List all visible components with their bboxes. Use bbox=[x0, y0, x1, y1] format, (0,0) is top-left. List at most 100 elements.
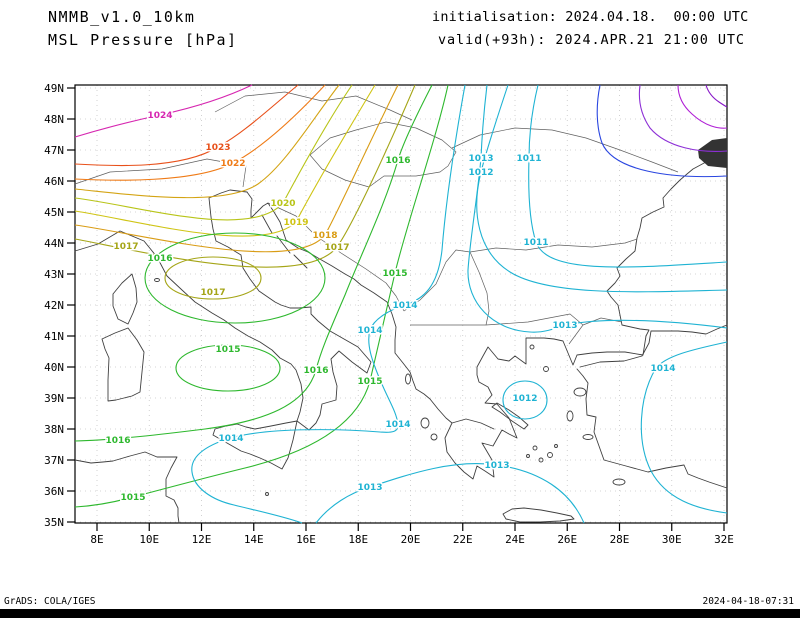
island-limnos bbox=[543, 366, 549, 372]
svg-text:10E: 10E bbox=[139, 533, 159, 546]
dnieper-estuary bbox=[698, 138, 727, 168]
svg-text:1016: 1016 bbox=[385, 156, 410, 166]
svg-text:1024: 1024 bbox=[147, 111, 172, 121]
island-sardinia bbox=[101, 327, 145, 402]
islands bbox=[101, 214, 626, 523]
svg-text:26E: 26E bbox=[557, 533, 577, 546]
svg-text:20E: 20E bbox=[401, 533, 421, 546]
svg-text:39N: 39N bbox=[44, 392, 64, 405]
isobar-labels: 1024 1023 1022 1020 1019 1018 1017 1017 1016 1016… bbox=[104, 110, 677, 505]
svg-text:1017: 1017 bbox=[324, 243, 349, 253]
svg-text:47N: 47N bbox=[44, 144, 64, 157]
coastline-italy bbox=[74, 189, 372, 431]
border-central-europe bbox=[214, 91, 413, 121]
svg-text:32E: 32E bbox=[714, 533, 734, 546]
border-danube bbox=[469, 238, 638, 253]
svg-text:1016: 1016 bbox=[147, 254, 172, 264]
svg-text:14E: 14E bbox=[244, 533, 264, 546]
island-elba bbox=[154, 278, 160, 282]
island-corsica bbox=[112, 273, 138, 325]
svg-text:8E: 8E bbox=[90, 533, 103, 546]
creation-timestamp: 2024-04-18-07:31 bbox=[702, 596, 794, 607]
bottom-black-bar bbox=[0, 609, 800, 618]
coastline-balkans-blacksea bbox=[246, 161, 723, 480]
svg-text:1014: 1014 bbox=[392, 301, 417, 311]
svg-text:1013: 1013 bbox=[468, 154, 493, 164]
isobar-contours bbox=[74, 84, 728, 524]
island-lesbos bbox=[573, 387, 587, 397]
axis-labels: 49N 48N 47N 46N 45N 44N 43N 42N 41N 40N 39N 38N 37N 3… bbox=[44, 82, 734, 546]
svg-text:1013: 1013 bbox=[484, 461, 509, 471]
svg-text:1015: 1015 bbox=[215, 345, 240, 355]
svg-text:42N: 42N bbox=[44, 299, 64, 312]
svg-text:1014: 1014 bbox=[650, 364, 675, 374]
svg-text:22E: 22E bbox=[453, 533, 473, 546]
gulf-of-corinth bbox=[451, 418, 495, 430]
svg-text:1020: 1020 bbox=[270, 199, 295, 209]
island-rhodes bbox=[612, 478, 626, 486]
svg-text:1012: 1012 bbox=[512, 394, 537, 404]
svg-text:18E: 18E bbox=[348, 533, 368, 546]
svg-text:36N: 36N bbox=[44, 485, 64, 498]
island-ikaria bbox=[554, 444, 558, 448]
island-milos bbox=[526, 454, 530, 458]
svg-text:1013: 1013 bbox=[357, 483, 382, 493]
svg-text:49N: 49N bbox=[44, 82, 64, 95]
border-north-balkans bbox=[410, 313, 623, 345]
border-alps bbox=[74, 158, 247, 188]
svg-text:1012: 1012 bbox=[468, 168, 493, 178]
svg-text:35N: 35N bbox=[44, 516, 64, 529]
svg-text:1016: 1016 bbox=[105, 436, 130, 446]
svg-text:1013: 1013 bbox=[552, 321, 577, 331]
coastlines bbox=[74, 161, 728, 524]
svg-text:1014: 1014 bbox=[218, 434, 243, 444]
island-andros bbox=[532, 445, 538, 451]
island-crete bbox=[502, 507, 575, 523]
svg-text:24E: 24E bbox=[505, 533, 525, 546]
svg-text:1015: 1015 bbox=[382, 269, 407, 279]
svg-text:1017: 1017 bbox=[200, 288, 225, 298]
svg-text:1016: 1016 bbox=[303, 366, 328, 376]
svg-text:37N: 37N bbox=[44, 454, 64, 467]
svg-text:1017: 1017 bbox=[113, 242, 138, 252]
svg-text:30E: 30E bbox=[662, 533, 682, 546]
svg-text:38N: 38N bbox=[44, 423, 64, 436]
svg-text:1015: 1015 bbox=[120, 493, 145, 503]
island-samos bbox=[582, 434, 594, 440]
svg-text:16E: 16E bbox=[296, 533, 316, 546]
island-sicily bbox=[212, 420, 298, 470]
init-time-line: initialisation: 2024.04.18. 00:00 UTC bbox=[432, 9, 749, 25]
svg-text:48N: 48N bbox=[44, 113, 64, 126]
border-pannonia bbox=[309, 121, 457, 188]
svg-text:1019: 1019 bbox=[283, 218, 308, 228]
valid-time-line: valid(+93h): 2024.APR.21 21:00 UTC bbox=[438, 32, 745, 48]
island-thasos bbox=[529, 344, 535, 350]
map-frame bbox=[74, 84, 728, 524]
svg-text:41N: 41N bbox=[44, 330, 64, 343]
country-borders bbox=[74, 91, 679, 345]
island-chios bbox=[566, 410, 574, 422]
svg-text:45N: 45N bbox=[44, 206, 64, 219]
grads-credit: GrADS: COLA/IGES bbox=[4, 596, 96, 607]
island-naxos bbox=[547, 452, 553, 458]
coastline-marmara-blacksea-south bbox=[579, 324, 728, 368]
island-paros bbox=[538, 457, 544, 463]
island-zakynthos bbox=[430, 433, 438, 441]
svg-text:1011: 1011 bbox=[523, 238, 548, 248]
island-kefalonia bbox=[420, 417, 430, 429]
svg-text:1014: 1014 bbox=[357, 326, 382, 336]
model-title: NMMB_v1.0_10km bbox=[48, 8, 196, 26]
island-malta bbox=[265, 492, 269, 496]
graticule bbox=[75, 85, 727, 523]
island-euboea bbox=[491, 402, 529, 430]
svg-text:46N: 46N bbox=[44, 175, 64, 188]
svg-text:1014: 1014 bbox=[385, 420, 410, 430]
field-title: MSL Pressure [hPa] bbox=[48, 31, 238, 49]
svg-text:43N: 43N bbox=[44, 268, 64, 281]
svg-text:1023: 1023 bbox=[205, 143, 230, 153]
svg-text:1018: 1018 bbox=[312, 231, 337, 241]
svg-text:1015: 1015 bbox=[357, 377, 382, 387]
svg-text:44N: 44N bbox=[44, 237, 64, 250]
